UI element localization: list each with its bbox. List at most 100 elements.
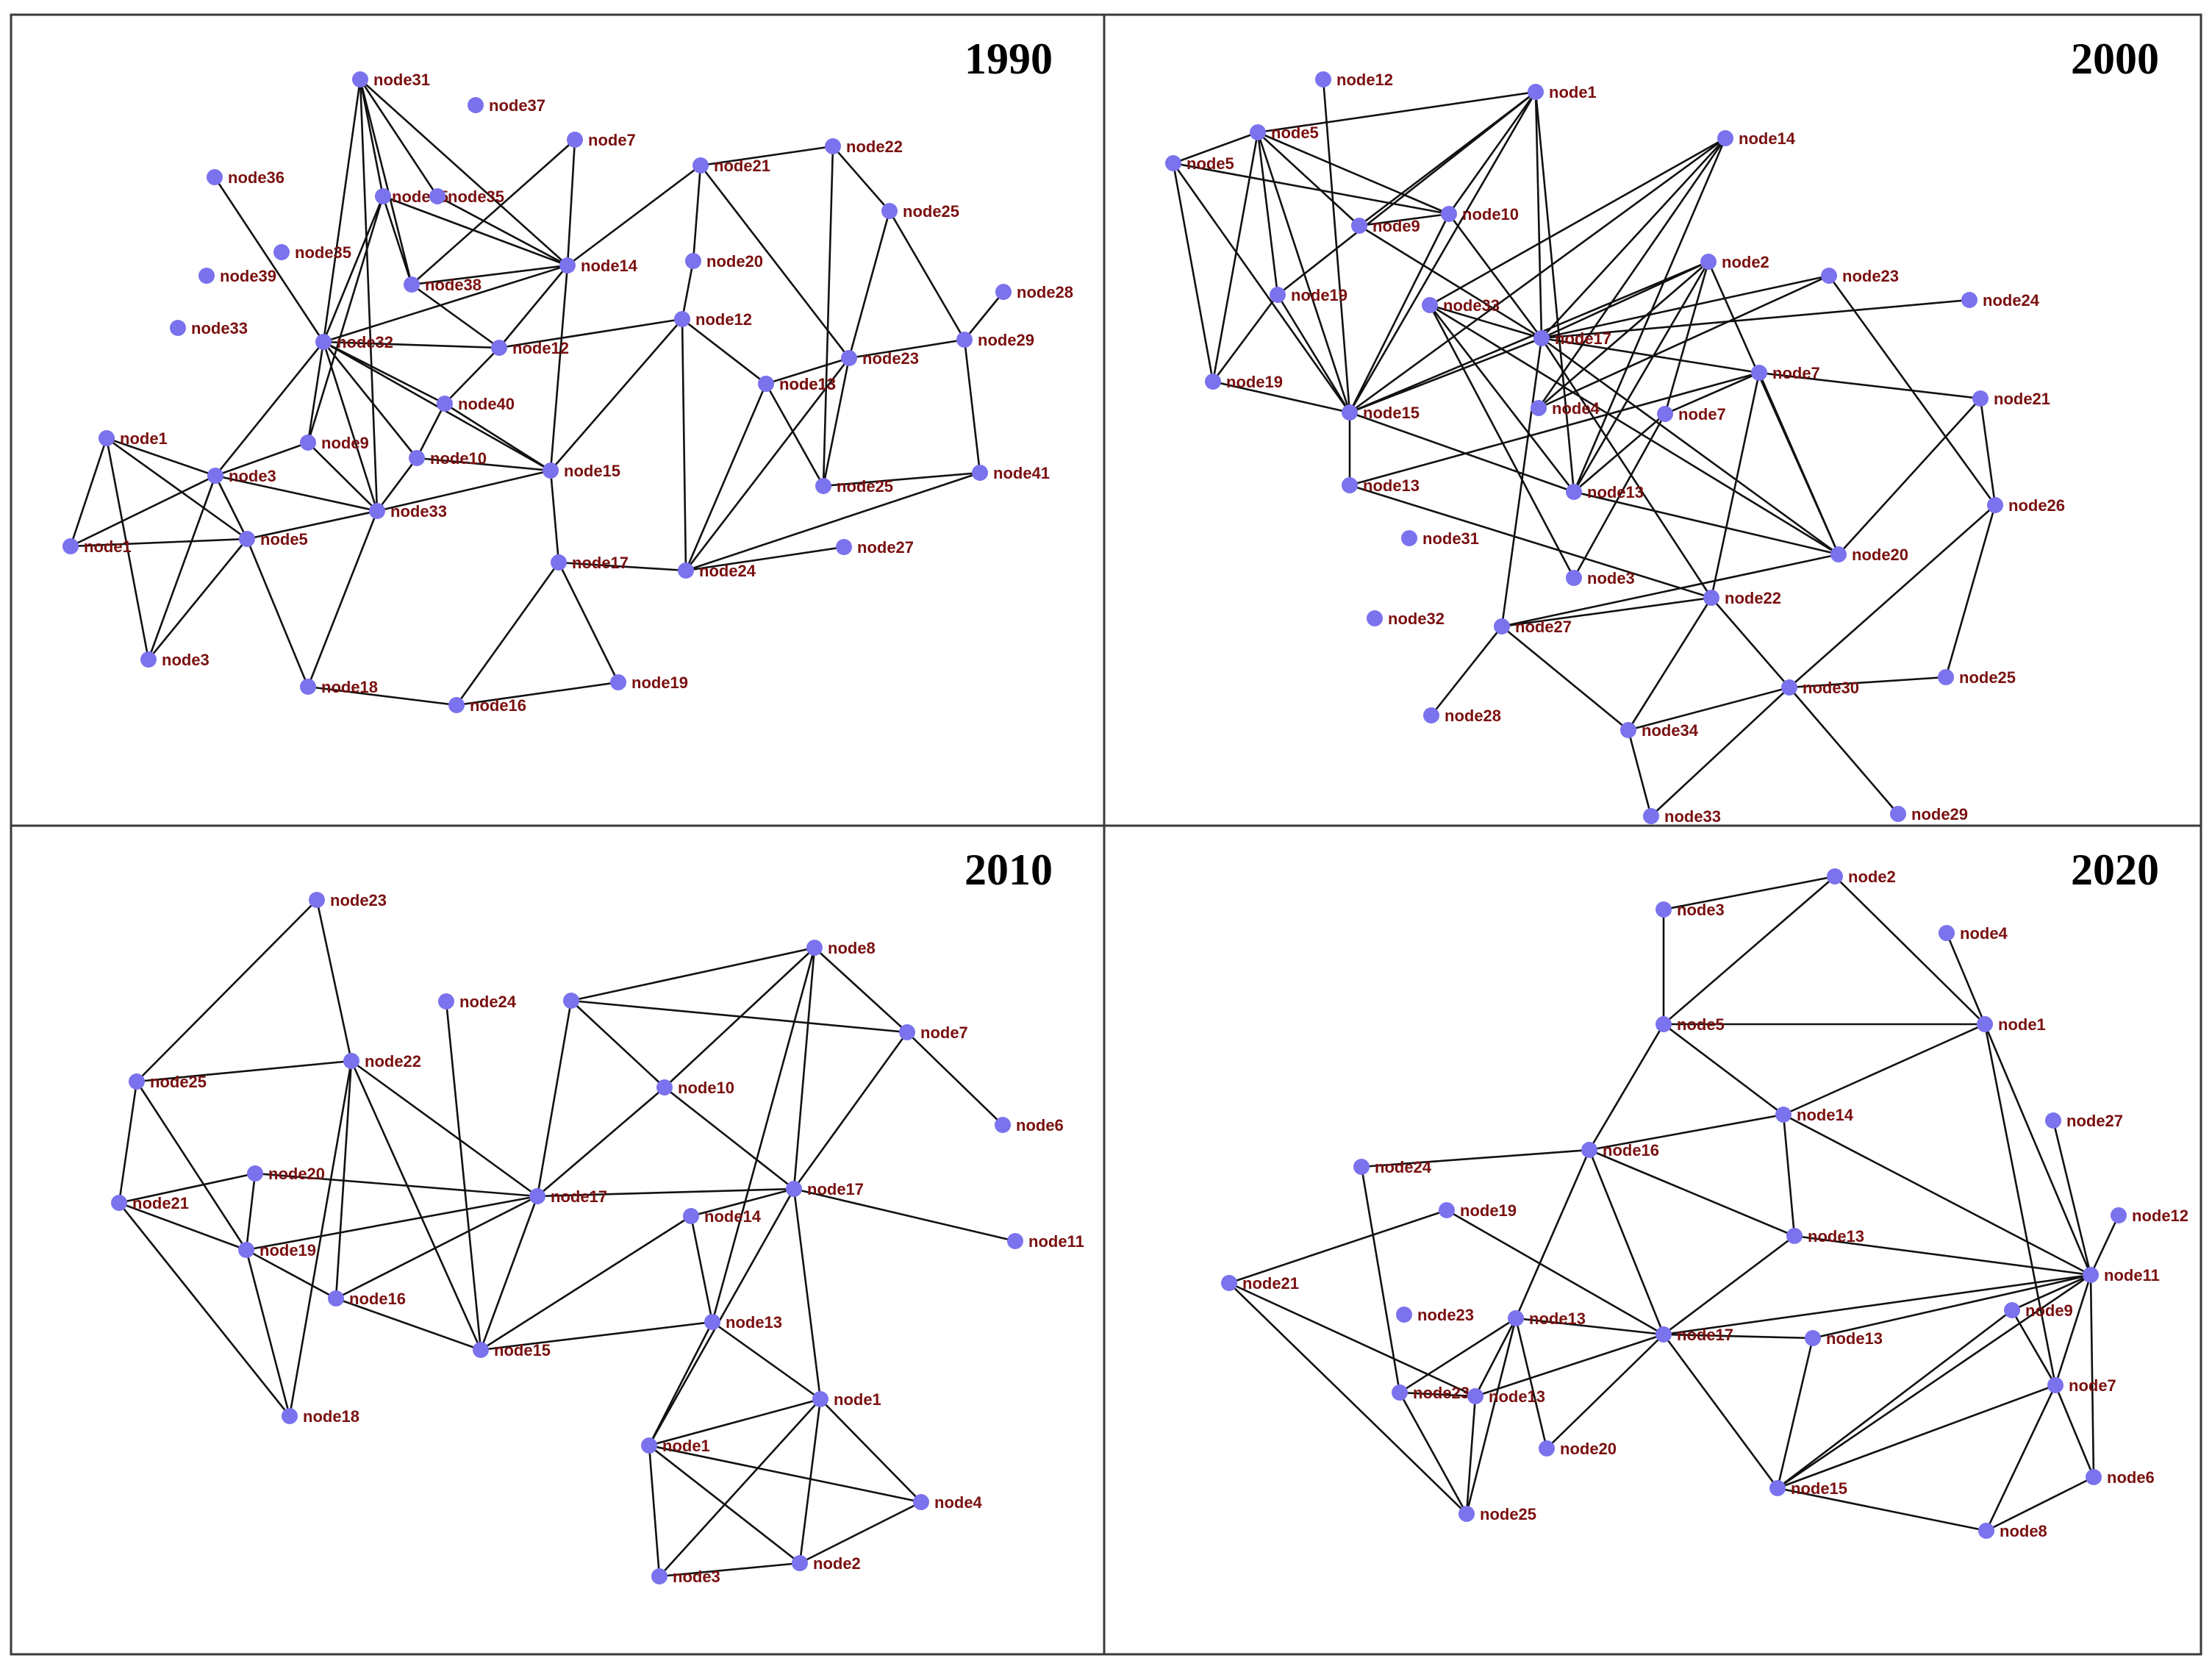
node-label: node29 <box>978 331 1034 349</box>
node-label: node7 <box>1678 405 1726 423</box>
node-label: node21 <box>1242 1274 1299 1293</box>
node-dot <box>409 450 425 466</box>
node-label: node19 <box>1460 1201 1517 1220</box>
edge <box>323 264 568 343</box>
edge <box>70 537 248 548</box>
node-label: node7 <box>2069 1376 2116 1395</box>
edge <box>498 318 683 349</box>
edge <box>1398 1392 1468 1515</box>
edge <box>822 146 834 487</box>
node-label: node5 <box>1677 1015 1725 1034</box>
node-dot <box>543 462 559 479</box>
edge <box>359 79 384 197</box>
edge <box>659 1562 801 1578</box>
node-dot <box>1165 155 1181 171</box>
edge <box>246 510 378 540</box>
node-dot <box>559 257 576 274</box>
node-label: node25 <box>903 202 959 221</box>
edge <box>536 1000 573 1197</box>
edge <box>246 1195 538 1251</box>
edge <box>214 341 325 476</box>
node-dot <box>282 1408 298 1424</box>
edge <box>684 383 767 571</box>
edge <box>456 681 619 707</box>
node-dot <box>1827 868 1843 884</box>
edge <box>1782 1114 1796 1237</box>
edge <box>1777 1487 1987 1532</box>
edge <box>1447 213 1543 339</box>
node-dot <box>1987 497 2003 513</box>
edge <box>1777 1384 2056 1490</box>
node-label: node10 <box>1462 205 1519 224</box>
node-label: node15 <box>494 1341 551 1359</box>
node-dot <box>1775 1107 1792 1123</box>
edge <box>699 165 851 359</box>
edge <box>906 1032 1003 1126</box>
edge <box>147 538 248 660</box>
node-dot <box>1977 1016 1993 1032</box>
node-label: node6 <box>1016 1116 1064 1134</box>
node-dot <box>1533 330 1550 346</box>
node-label: node11 <box>2104 1266 2160 1284</box>
edge <box>480 1320 713 1351</box>
node-dot <box>1531 400 1547 416</box>
node-dot <box>656 1079 673 1096</box>
panel-2020-frame <box>1103 824 2202 1656</box>
edge <box>1983 1023 2092 1276</box>
node-label: node22 <box>365 1052 421 1071</box>
edge <box>570 946 815 1002</box>
node-dot <box>1422 297 1438 313</box>
node-dot <box>704 1314 720 1330</box>
node-dot <box>685 253 701 269</box>
edge <box>1783 1023 1986 1116</box>
node-dot <box>786 1181 802 1197</box>
node-label: node32 <box>1388 610 1445 628</box>
edge <box>832 146 890 212</box>
edge <box>1783 1113 2091 1276</box>
edge <box>1979 398 1997 506</box>
edge <box>1428 304 1575 579</box>
edge <box>1945 932 1986 1025</box>
edge <box>1257 131 1450 215</box>
edge <box>1572 413 1667 579</box>
node-dot <box>491 340 507 356</box>
edge <box>69 437 108 547</box>
edge <box>1257 132 1360 226</box>
edge <box>455 562 560 706</box>
edge <box>245 1173 257 1251</box>
edge <box>215 474 378 512</box>
edge <box>307 442 378 512</box>
edge <box>1789 676 1947 689</box>
edge <box>1541 337 1839 556</box>
node-label: node6 <box>2107 1468 2155 1487</box>
node-label: node3 <box>673 1568 720 1586</box>
node-dot <box>1494 618 1510 635</box>
edge <box>376 469 551 512</box>
node-label: node7 <box>588 131 636 149</box>
edge <box>684 357 851 571</box>
edge <box>1627 729 1653 817</box>
node-dot <box>2004 1302 2020 1318</box>
node-label: node9 <box>2025 1301 2073 1320</box>
node-label: node13 <box>1489 1387 1545 1406</box>
edge <box>245 1249 291 1417</box>
node-dot <box>1769 1480 1786 1496</box>
node-group: node2 node3 node4 node5 node1 node14 node27 nod… <box>1221 868 2188 1540</box>
edge <box>664 947 815 1088</box>
node-dot <box>899 1024 915 1040</box>
node-dot <box>1401 530 1417 546</box>
edge-group <box>69 79 1005 707</box>
edge <box>648 1444 922 1504</box>
node-dot <box>651 1568 667 1584</box>
node-label: node17 <box>551 1187 607 1206</box>
node-label: node1 <box>1549 83 1597 101</box>
edge-group <box>1228 875 2120 1532</box>
edge <box>382 195 568 267</box>
node-label: node31 <box>1422 529 1479 548</box>
edge <box>1573 413 1666 493</box>
edge <box>1173 131 1259 165</box>
edge <box>323 340 551 472</box>
edge <box>1228 1282 1476 1398</box>
edge <box>1777 1273 2091 1490</box>
